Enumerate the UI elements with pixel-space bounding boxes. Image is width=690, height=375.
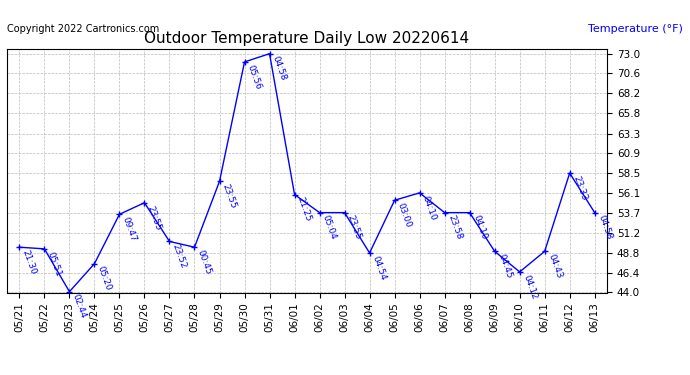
Title: Outdoor Temperature Daily Low 20220614: Outdoor Temperature Daily Low 20220614 xyxy=(144,31,470,46)
Text: 23:33: 23:33 xyxy=(571,174,589,202)
Text: 23:55: 23:55 xyxy=(221,183,238,210)
Text: 05:51: 05:51 xyxy=(46,250,63,278)
Text: 03:00: 03:00 xyxy=(396,202,413,229)
Text: 04:43: 04:43 xyxy=(546,253,563,280)
Text: 05:56: 05:56 xyxy=(246,63,263,91)
Text: 04:10: 04:10 xyxy=(471,214,489,241)
Text: 02:44: 02:44 xyxy=(71,293,88,320)
Text: 00:45: 00:45 xyxy=(196,249,213,276)
Text: 04:45: 04:45 xyxy=(496,253,513,280)
Text: Copyright 2022 Cartronics.com: Copyright 2022 Cartronics.com xyxy=(7,24,159,34)
Text: 09:47: 09:47 xyxy=(121,216,138,243)
Text: 04:58: 04:58 xyxy=(271,55,288,82)
Text: Temperature (°F): Temperature (°F) xyxy=(588,24,683,34)
Text: 23:55: 23:55 xyxy=(346,214,363,241)
Text: 21:25: 21:25 xyxy=(296,196,313,223)
Text: 04:10: 04:10 xyxy=(421,194,438,222)
Text: 04:58: 04:58 xyxy=(596,214,613,241)
Text: 21:30: 21:30 xyxy=(21,249,38,276)
Text: 05:04: 05:04 xyxy=(321,214,338,241)
Text: 23:58: 23:58 xyxy=(446,214,463,241)
Text: 04:12: 04:12 xyxy=(521,273,538,300)
Text: 23:52: 23:52 xyxy=(171,243,188,270)
Text: 05:20: 05:20 xyxy=(96,265,113,292)
Text: 04:54: 04:54 xyxy=(371,254,388,282)
Text: 23:55: 23:55 xyxy=(146,204,163,231)
